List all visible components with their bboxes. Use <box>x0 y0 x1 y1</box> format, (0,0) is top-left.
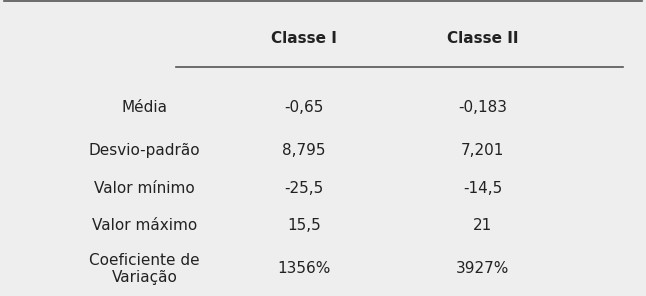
Text: 1356%: 1356% <box>277 261 331 276</box>
Text: 3927%: 3927% <box>455 261 509 276</box>
Text: 7,201: 7,201 <box>461 143 504 158</box>
Text: Desvio-padrão: Desvio-padrão <box>89 143 200 158</box>
Text: Valor mínimo: Valor mínimo <box>94 181 195 196</box>
Text: 8,795: 8,795 <box>282 143 326 158</box>
Text: Média: Média <box>121 100 167 115</box>
Text: Valor máximo: Valor máximo <box>92 218 197 233</box>
Text: Coeficiente de
Variação: Coeficiente de Variação <box>89 252 200 285</box>
Text: -0,65: -0,65 <box>284 100 324 115</box>
Text: -25,5: -25,5 <box>284 181 324 196</box>
Text: Classe I: Classe I <box>271 31 337 46</box>
Text: 15,5: 15,5 <box>287 218 321 233</box>
Text: -14,5: -14,5 <box>463 181 502 196</box>
Text: 21: 21 <box>473 218 492 233</box>
Text: Classe II: Classe II <box>446 31 518 46</box>
Text: -0,183: -0,183 <box>458 100 507 115</box>
